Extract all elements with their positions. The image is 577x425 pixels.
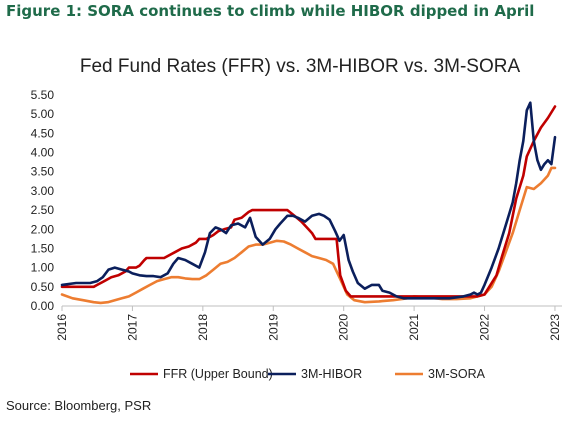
y-tick-label: 0.50 xyxy=(31,280,55,294)
series-line-3m-hibor xyxy=(60,101,557,300)
x-tick-label: 2022 xyxy=(478,314,492,341)
legend: FFR (Upper Bound) 3M-HIBOR 3M-SORA xyxy=(130,367,486,381)
y-tick-label: 2.00 xyxy=(31,222,55,236)
y-tick-label: 5.50 xyxy=(31,88,55,102)
x-tick-label: 2021 xyxy=(407,314,421,341)
line-chart: Fed Fund Rates (FFR) vs. 3M-HIBOR vs. 3M… xyxy=(31,56,562,381)
x-tick-label: 2016 xyxy=(55,314,69,341)
x-tick-label: 2017 xyxy=(125,314,139,341)
x-tick-label: 2019 xyxy=(266,314,280,341)
chart-title: Fed Fund Rates (FFR) vs. 3M-HIBOR vs. 3M… xyxy=(80,56,521,77)
x-tick-label: 2018 xyxy=(196,314,210,341)
y-tick-label: 3.50 xyxy=(31,165,55,179)
chart-area: Fed Fund Rates (FFR) vs. 3M-HIBOR vs. 3M… xyxy=(0,28,577,398)
x-tick-label: 2023 xyxy=(548,314,562,341)
series-line-ffr-upper-bound- xyxy=(60,105,557,298)
series-line-3m-sora xyxy=(60,166,557,305)
legend-label: FFR (Upper Bound) xyxy=(163,367,273,381)
y-tick-label: 1.00 xyxy=(31,261,55,275)
legend-label: 3M-SORA xyxy=(428,367,486,381)
y-tick-label: 0.00 xyxy=(31,299,55,313)
y-tick-label: 1.50 xyxy=(31,241,55,255)
y-tick-label: 4.00 xyxy=(31,146,55,160)
source-note: Source: Bloomberg, PSR xyxy=(6,398,152,413)
y-tick-label: 3.00 xyxy=(31,184,55,198)
series-lines xyxy=(60,101,557,305)
y-tick-label: 2.50 xyxy=(31,203,55,217)
x-axis-ticks: 2016 2017 2018 2019 2020 2021 2022 2023 xyxy=(55,306,562,341)
figure-title: Figure 1: SORA continues to climb while … xyxy=(6,2,535,20)
y-tick-label: 5.00 xyxy=(31,107,55,121)
y-axis-ticks: 0.00 0.50 1.00 1.50 2.00 2.50 3.00 3.50 4.00 4.50… xyxy=(31,88,55,313)
legend-label: 3M-HIBOR xyxy=(301,367,362,381)
x-tick-label: 2020 xyxy=(337,314,351,341)
y-tick-label: 4.50 xyxy=(31,126,55,140)
